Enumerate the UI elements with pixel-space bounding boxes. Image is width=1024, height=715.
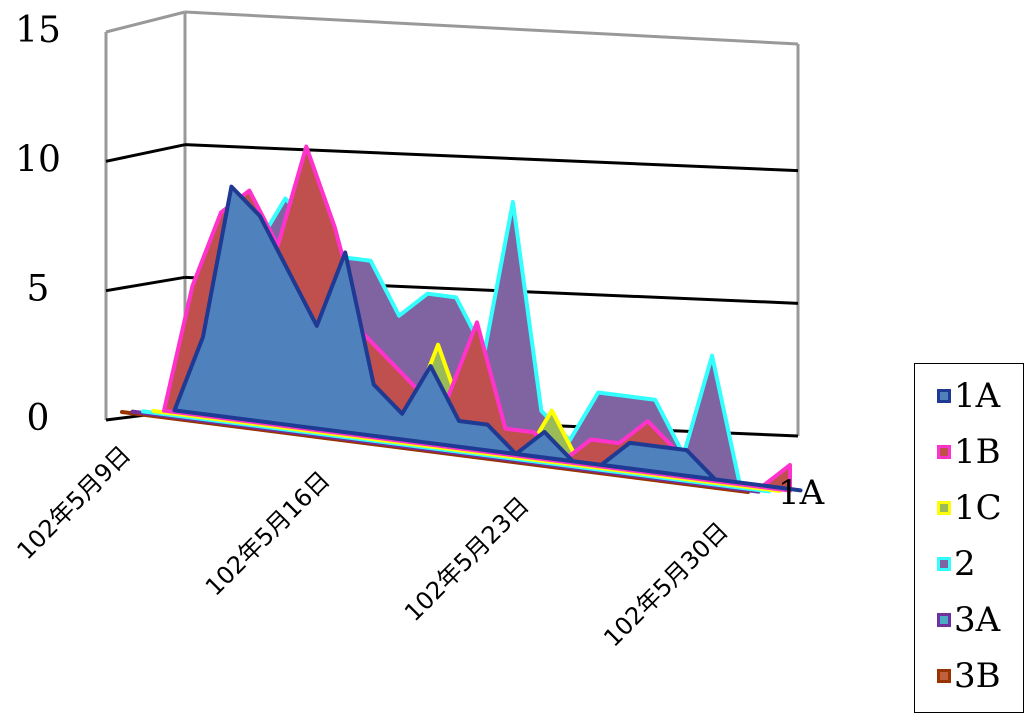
legend-label: 1B: [954, 432, 1001, 472]
y-axis-ticks: 0 5 10 15: [15, 10, 61, 439]
legend-label: 3A: [954, 600, 1001, 640]
series-areas: [120, 144, 803, 494]
y-tick-label: 0: [27, 398, 50, 439]
legend-item-3A: 3A: [937, 600, 1000, 640]
legend-item-2: 2: [937, 544, 976, 584]
legend-swatch: [937, 389, 951, 403]
y-tick-label: 15: [15, 10, 61, 51]
gridline-side: [105, 275, 186, 293]
legend: 1A 1B 1C 2 3A 3B: [914, 363, 1024, 713]
x-tick-label: 102年5月9日: [12, 440, 137, 565]
legend-swatch: [937, 669, 951, 683]
gridline: [184, 143, 799, 173]
legend-swatch: [937, 501, 951, 515]
legend-label: 2: [954, 544, 976, 584]
legend-item-1A: 1A: [937, 376, 1000, 416]
legend-swatch: [937, 613, 951, 627]
gridline-side: [105, 143, 186, 163]
legend-swatch: [937, 557, 951, 571]
y-tick-label: 10: [15, 139, 61, 180]
legend-item-1C: 1C: [937, 488, 1002, 528]
legend-item-1B: 1B: [937, 432, 1001, 472]
legend-label: 1A: [954, 376, 1001, 416]
legend-item-3B: 3B: [937, 656, 1001, 696]
legend-label: 3B: [954, 656, 1001, 696]
x-tick-label: 102年5月16日: [200, 466, 335, 601]
legend-label: 1C: [954, 488, 1002, 528]
depth-axis-label: 1A: [778, 473, 825, 513]
y-tick-label: 5: [27, 269, 50, 310]
x-tick-label: 102年5月23日: [399, 491, 534, 626]
x-tick-label: 102年5月30日: [598, 517, 733, 652]
series-area-1A: [172, 184, 803, 493]
legend-swatch: [937, 445, 951, 459]
